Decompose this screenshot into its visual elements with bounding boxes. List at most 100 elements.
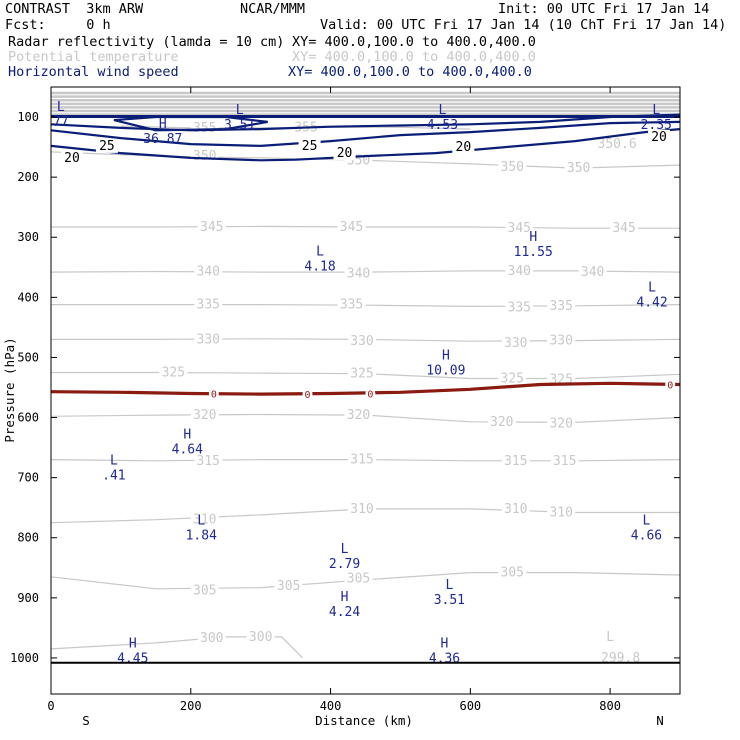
theta-label: 310 [504,502,527,517]
theta-label: 320 [490,415,513,430]
wind-label: 25 [302,139,318,154]
x-tick-label: 0 [47,699,54,713]
theta-label: 340 [347,266,370,281]
theta-label: 325 [162,365,185,380]
y-tick-label: 800 [17,531,39,545]
hl-value: 2.35 [641,118,672,133]
wind-label: 20 [337,146,353,161]
hl-marker-H: H [529,230,537,245]
hl-value: 11.55 [514,245,553,260]
field-wind-xy: XY= 400.0,100.0 to 400.0,400.0 [288,64,532,80]
hl-value: 4.36 [429,652,460,667]
x-tick-label: 800 [599,699,621,713]
theta-label: 310 [193,513,216,528]
theta-label: 330 [350,334,373,349]
zero-isotherm-label: 0 [304,390,310,401]
wind-contour-30 [50,113,681,132]
theta-label: 315 [350,453,373,468]
theta-label: 340 [197,265,220,280]
theta-label: 350 [567,161,590,176]
hl-value: 10.09 [426,363,465,378]
wind-label: 20 [64,151,80,166]
theta-label: 325 [350,367,373,382]
y-axis-label: Pressure (hPa) [2,337,17,442]
theta-label: 335 [197,298,220,313]
theta-label: 330 [197,332,220,347]
theta-label: 310 [549,506,572,521]
south-end-label: S [82,713,90,728]
hl-marker-H: H [183,428,191,443]
theta-label: 325 [501,371,524,386]
theta-label: 340 [508,264,531,279]
y-tick-label: 100 [17,110,39,124]
hl-marker-H: H [442,348,450,363]
field-theta-xy: XY= 400.0,100.0 to 400.0,400.0 [292,49,536,65]
theta-label: 330 [504,336,527,351]
wind-contour-35 [113,115,268,132]
hl-marker-H: H [441,637,449,652]
theta-label: 310 [350,502,373,517]
org-label: NCAR/MMM [240,1,306,17]
x-axis-label: Distance (km) [315,713,413,728]
theta-label: 350 [501,160,524,175]
high-low-labels: L3.51L4.53L2.35H36.87L77L4.18H11.55L4.42… [53,100,672,667]
y-tick-label: 600 [17,411,39,425]
zero-isotherm-label: 0 [667,380,673,391]
hl-value: .41 [102,468,125,483]
y-tick-label: 300 [17,230,39,244]
theta-label: 335 [340,298,363,313]
theta-label: 320 [549,417,572,432]
y-tick-label: 1000 [10,651,39,665]
hl-marker-L: L [110,453,118,468]
field-radar-name: Radar reflectivity (lamda = 10 cm) [8,34,285,50]
plot-border [50,86,681,695]
hl-marker-L: L [643,514,651,529]
hl-marker-L: L [438,103,446,118]
y-tick-label: 700 [17,471,39,485]
hl-value: 4.24 [329,605,360,620]
y-tick-label: 500 [17,350,39,364]
theta-label: 315 [197,454,220,469]
hl-marker-L: L [341,542,349,557]
hl-marker-L: L [648,280,656,295]
y-tick-label: 900 [17,591,39,605]
hl-value: 77 [53,115,69,130]
theta-label: 345 [612,221,635,236]
theta-label: 340 [581,265,604,280]
hl-value: 4.64 [172,443,203,458]
hl-marker-L: L [236,103,244,118]
zero-isotherm: 0 0 0 0 [50,378,681,401]
hl-value: 3.51 [434,593,465,608]
theta-label: 305 [193,584,216,599]
init-time: Init: 00 UTC Fri 17 Jan 14 [498,1,710,17]
theta-label: 300 [200,631,223,646]
theta-label: 345 [508,221,531,236]
wind-label: 25 [99,139,115,154]
hl-value: 4.66 [631,529,662,544]
model-title: CONTRAST 3km ARW [5,1,144,17]
hl-marker-L: L [445,578,453,593]
field-theta-name: Potential temperature [8,49,179,65]
theta-label: 350 [193,149,216,164]
hl-marker-H: H [129,637,137,652]
hl-value: 1.84 [186,529,217,544]
x-tick-label: 200 [180,699,202,713]
theta-contours: 345 345 345 345 340 340 340 340 335 335 335 335 330 3… [50,120,681,666]
theta-label: 300 [249,630,272,645]
hl-value: 4.18 [304,259,335,274]
theta-label: 335 [508,301,531,316]
wind-contour-20 [50,128,681,162]
theta-label: 305 [501,566,524,581]
theta-label: 305 [277,579,300,594]
theta-label: 305 [347,572,370,587]
y-tick-label: 200 [17,170,39,184]
wind-contour-25 [50,120,681,148]
theta-label: 335 [549,299,572,314]
zero-isotherm-label: 0 [367,390,373,401]
field-radar-xy: XY= 400.0,100.0 to 400.0,400.0 [292,34,536,50]
wind-contours: 20 20 20 20 25 25 [50,91,681,166]
hl-value: 4.45 [117,652,148,667]
theta-label: 315 [553,454,576,469]
x-tick-label: 400 [320,699,342,713]
